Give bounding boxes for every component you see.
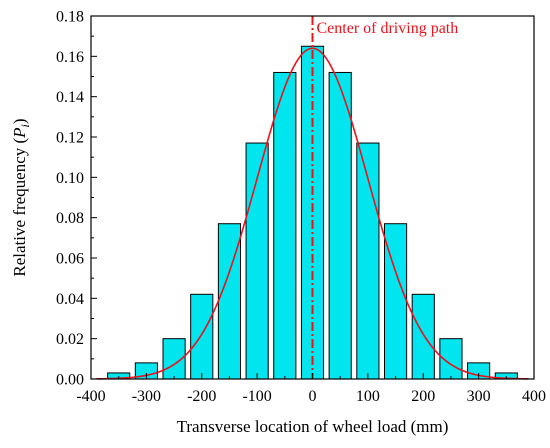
y-tick-label: 0.04 <box>56 291 84 308</box>
y-axis-title-subscript: i <box>18 124 32 127</box>
x-tick-label: -400 <box>76 388 105 405</box>
y-tick-label: 0.06 <box>56 251 84 268</box>
x-tick-label: -200 <box>187 388 216 405</box>
y-tick-label: 0.16 <box>56 49 84 66</box>
y-tick-label: 0.12 <box>56 130 84 147</box>
y-axis-title: Relative frequency (Pi) <box>10 118 32 276</box>
y-tick-label: 0.08 <box>56 210 84 227</box>
x-tick-label: 200 <box>411 388 435 405</box>
y-tick-label: 0.00 <box>56 372 84 389</box>
y-axis-title-prefix: Relative frequency ( <box>10 137 29 276</box>
bar <box>190 293 214 380</box>
x-tick-label: 0 <box>309 388 317 405</box>
y-axis-title-symbol: P <box>10 127 29 138</box>
x-ticks-group: -400 -300 -200 -100 0 100 200 300 400 <box>76 373 546 405</box>
y-tick-label: 0.10 <box>56 170 84 187</box>
x-axis-title: Transverse location of wheel load (mm) <box>177 417 449 436</box>
y-tick-label: 0.02 <box>56 331 84 348</box>
x-tick-label: 100 <box>356 388 380 405</box>
y-tick-label: 0.14 <box>56 89 84 106</box>
y-tick-label: 0.18 <box>56 9 84 26</box>
bar <box>328 71 352 380</box>
bar <box>273 71 297 380</box>
x-tick-label: 400 <box>522 388 546 405</box>
x-tick-label: -300 <box>132 388 161 405</box>
bar <box>411 293 435 380</box>
x-tick-label: -100 <box>242 388 271 405</box>
fit-curve <box>96 47 529 380</box>
fit-curve-group <box>96 47 529 380</box>
center-annotation: Center of driving path <box>317 20 459 37</box>
y-ticks-group: 0.00 0.02 0.04 0.06 0.08 0.10 0.12 0.14 0.16 0.18 <box>56 9 97 389</box>
x-tick-label: 300 <box>467 388 491 405</box>
y-axis-title-suffix: ) <box>10 118 29 124</box>
